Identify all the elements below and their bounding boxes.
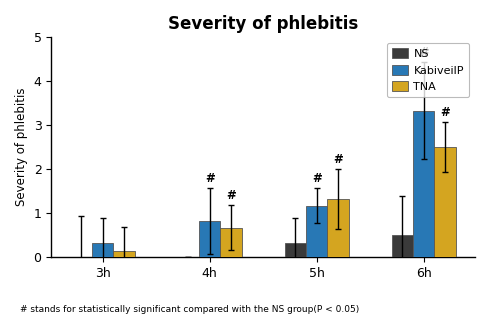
Text: #: #: [226, 189, 236, 202]
Bar: [285, 243, 306, 257]
Text: #: #: [205, 171, 215, 184]
Text: # stands for statistically significant compared with the NS group(P < 0.05): # stands for statistically significant c…: [20, 305, 359, 314]
Title: Severity of phlebitis: Severity of phlebitis: [168, 15, 358, 33]
Text: #: #: [333, 153, 343, 166]
Bar: [220, 228, 242, 257]
Text: #: #: [440, 106, 450, 119]
Text: #: #: [312, 172, 321, 185]
Legend: NS, KabiveilP, TNA: NS, KabiveilP, TNA: [387, 43, 469, 97]
Bar: [92, 243, 113, 257]
Bar: [306, 206, 327, 257]
Bar: [434, 147, 456, 257]
Text: #: #: [419, 46, 429, 59]
Bar: [113, 251, 135, 257]
Bar: [327, 199, 349, 257]
Bar: [392, 235, 413, 257]
Y-axis label: Severity of phlebitis: Severity of phlebitis: [15, 88, 28, 206]
Bar: [199, 221, 221, 257]
Bar: [413, 111, 434, 257]
